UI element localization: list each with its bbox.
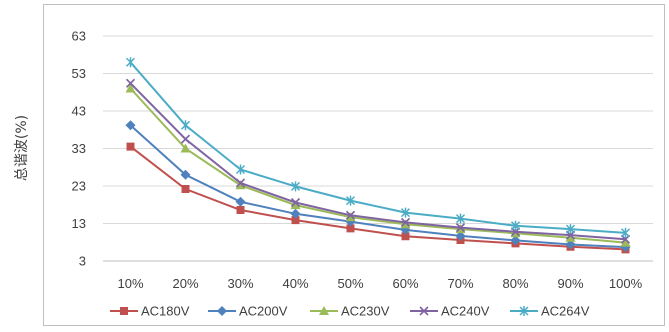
data-point [181, 185, 190, 193]
series-ac200v [125, 120, 631, 253]
x-tick-label: 50% [337, 276, 363, 291]
y-tick-label: 33 [72, 141, 86, 156]
legend-marker [519, 306, 529, 316]
x-tick-label: 60% [392, 276, 418, 291]
legend-item: AC230V [310, 304, 390, 319]
legend-marker [419, 306, 429, 316]
data-point [346, 224, 355, 233]
data-point [345, 195, 356, 206]
data-point [290, 208, 301, 219]
legend-label: AC200V [239, 304, 288, 319]
y-tick-label: 53 [72, 66, 86, 81]
data-point [455, 223, 466, 233]
data-point [620, 227, 631, 238]
series-ac240v [125, 78, 631, 244]
gridlines [103, 35, 653, 224]
legend-item: AC200V [208, 304, 288, 319]
data-point [235, 164, 246, 175]
data-point [290, 200, 301, 210]
legend-marker [120, 307, 128, 315]
y-axis-ticks: 3 13 23 33 43 53 63 [72, 29, 86, 269]
series-ac264v [125, 57, 631, 238]
series-line [129, 145, 626, 251]
data-point [235, 196, 246, 207]
legend-label: AC230V [341, 304, 390, 319]
series-ac230v [125, 83, 631, 247]
x-tick-label: 10% [117, 276, 143, 291]
data-point [236, 206, 245, 214]
chart-frame [43, 4, 665, 326]
legend-item: AC264V [510, 304, 590, 319]
data-point [291, 216, 300, 225]
data-point [125, 57, 136, 68]
data-point [235, 178, 246, 188]
legend-marker [319, 306, 329, 315]
x-tick-label: 90% [557, 276, 583, 291]
data-point [290, 181, 301, 192]
x-axis-ticks: 10% 20% 30% 40% 50% 60% 70% 80% 90% 100% [117, 276, 642, 291]
y-tick-label: 13 [72, 216, 86, 231]
data-point [180, 169, 191, 180]
data-point [565, 239, 576, 250]
y-axis-title: 总谐波(%) [14, 115, 30, 181]
series-line [129, 82, 626, 241]
data-point [455, 213, 466, 224]
x-tick-label: 20% [172, 276, 198, 291]
data-point [401, 232, 410, 241]
y-tick-label: 63 [72, 29, 86, 44]
data-point [126, 142, 135, 151]
legend-label: AC264V [541, 304, 590, 319]
data-point [400, 207, 411, 218]
legend-item: AC180V [110, 304, 190, 319]
data-point [180, 143, 191, 153]
data-point [125, 120, 136, 131]
data-point [620, 237, 631, 247]
legend-item: AC240V [410, 304, 490, 319]
data-point [510, 220, 521, 231]
series-line [129, 87, 626, 244]
legend-marker [217, 306, 227, 316]
legend: AC180V AC200V AC230V AC240V AC264V [110, 304, 590, 319]
x-tick-label: 70% [447, 276, 473, 291]
legend-label: AC180V [141, 304, 190, 319]
data-point [345, 210, 356, 220]
legend-label: AC240V [441, 304, 490, 319]
y-tick-label: 23 [72, 179, 86, 194]
data-point [510, 235, 521, 246]
x-tick-label: 40% [282, 276, 308, 291]
x-tick-label: 80% [502, 276, 528, 291]
data-point [290, 197, 301, 208]
data-point [565, 224, 576, 235]
y-tick-label: 43 [72, 104, 86, 119]
x-tick-label: 100% [609, 276, 643, 291]
data-point [235, 180, 246, 190]
data-point [400, 217, 411, 227]
data-point [455, 230, 466, 241]
series-line [129, 61, 626, 234]
series-line [129, 124, 626, 249]
x-tick-label: 30% [227, 276, 253, 291]
series-group [125, 57, 631, 254]
data-point [565, 232, 576, 242]
y-tick-label: 3 [79, 254, 86, 269]
data-point [180, 120, 191, 131]
data-point [125, 78, 136, 88]
data-point [125, 83, 136, 93]
data-point [180, 134, 191, 144]
